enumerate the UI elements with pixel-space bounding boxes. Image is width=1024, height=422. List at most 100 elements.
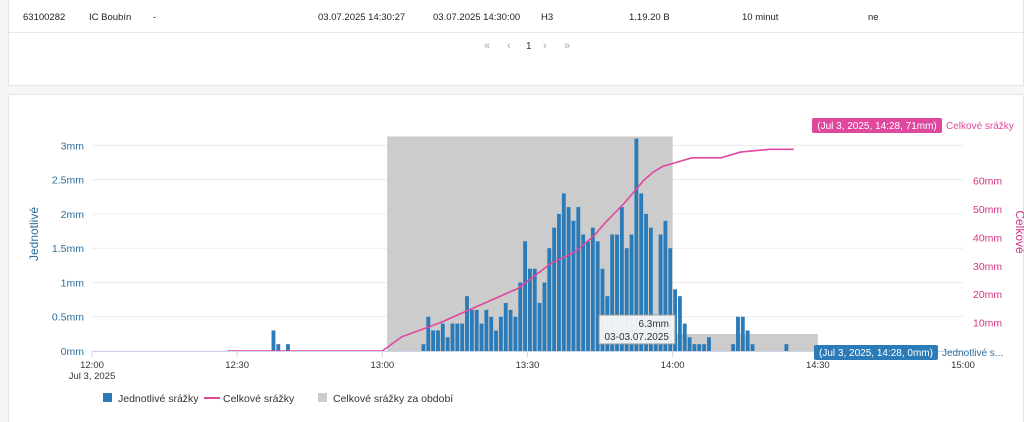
precipitation-bar [702, 344, 707, 351]
line-series-name: Celkové srážky [946, 121, 1014, 132]
left-tick-label: 2.5mm [52, 175, 84, 187]
line-end-badge-text: (Jul 3, 2025, 14:28, 71mm) [817, 121, 937, 132]
precipitation-bar [639, 193, 644, 351]
precipitation-bar [750, 344, 755, 351]
table-row[interactable]: 63100282 IC Boubín - 03.07.2025 14:30:27… [9, 0, 1024, 33]
precipitation-bar [629, 234, 634, 351]
precipitation-bar [276, 344, 281, 351]
legend-item[interactable]: Celkové srážky [223, 393, 295, 405]
precipitation-bar [547, 248, 552, 351]
precipitation-bar [595, 241, 600, 351]
precipitation-bar [644, 213, 648, 351]
right-tick-label: 60mm [973, 176, 1002, 188]
x-tick-label: 12:30 [225, 360, 249, 371]
bar-tooltip-date: 03-03.07.2025 [604, 332, 669, 343]
precipitation-bar [624, 248, 629, 351]
x-tick-label: 13:30 [516, 360, 540, 371]
precipitation-bar [460, 323, 465, 351]
precipitation-bar [271, 330, 276, 351]
precipitation-bar [736, 316, 740, 351]
legend-swatch [103, 393, 112, 402]
precipitation-bar [740, 316, 745, 351]
precipitation-bar [731, 344, 736, 351]
precipitation-bar [431, 330, 436, 351]
precipitation-bar [532, 268, 537, 351]
precipitation-bar [566, 207, 571, 351]
precipitation-bar [576, 207, 581, 351]
precipitation-bar [440, 323, 445, 351]
cumulative-line [227, 148, 794, 352]
precipitation-bar [634, 138, 639, 351]
bar-series-name: Jednotlivé s... [942, 348, 1003, 359]
legend-item[interactable]: Jednotlivé srážky [118, 393, 199, 405]
precipitation-bar [687, 337, 692, 351]
precipitation-bar [552, 227, 557, 351]
x-tick-label: 15:00 [951, 360, 975, 371]
right-axis-title: Celkové [1013, 210, 1024, 254]
first-page-button[interactable]: « [484, 40, 491, 52]
precipitation-bar [450, 323, 455, 351]
precipitation-bar [561, 193, 566, 351]
left-tick-label: 1mm [61, 277, 85, 289]
precipitation-bar [692, 344, 697, 351]
precipitation-bar [286, 344, 290, 351]
precipitation-bar [445, 337, 450, 351]
right-tick-label: 30mm [973, 261, 1002, 273]
flag-cell: ne [868, 12, 879, 23]
last-page-button[interactable]: » [564, 40, 571, 52]
results-table-panel: 63100282 IC Boubín - 03.07.2025 14:30:27… [8, 0, 1024, 86]
station-name: IC Boubín [89, 12, 132, 23]
bar-end-badge-text: (Jul 3, 2025, 14:28, 0mm) [819, 348, 933, 359]
precipitation-bar [682, 323, 687, 351]
left-tick-label: 3mm [61, 140, 85, 152]
code-cell: H3 [541, 12, 554, 23]
next-page-button[interactable]: › [543, 40, 547, 52]
precipitation-bar [697, 344, 702, 351]
precipitation-bar [484, 309, 489, 351]
prev-page-button[interactable]: ‹ [507, 40, 511, 52]
left-tick-label: 0.5mm [52, 312, 84, 324]
time-to: 03.07.2025 14:30:00 [433, 12, 521, 23]
x-date-label: Jul 3, 2025 [69, 371, 115, 382]
right-tick-label: 40mm [973, 232, 1002, 244]
bar-end-badge [814, 345, 938, 360]
precipitation-bar [557, 213, 561, 351]
precipitation-bar [619, 207, 624, 351]
precipitation-bar [426, 316, 431, 351]
legend-item[interactable]: Celkové srážky za období [333, 393, 453, 405]
precipitation-bar [571, 220, 576, 351]
precipitation-bar [542, 282, 547, 351]
precipitation-bar [474, 309, 479, 351]
precipitation-bar [590, 227, 595, 351]
precipitation-bar [498, 316, 503, 351]
precipitation-bar [469, 309, 474, 351]
precipitation-bar [455, 323, 460, 351]
precipitation-bar [663, 220, 668, 351]
x-tick-label: 14:30 [806, 360, 830, 371]
precipitation-bar [600, 268, 605, 351]
precipitation-bar [479, 323, 484, 351]
precipitation-bar [537, 303, 542, 351]
precipitation-bar [508, 309, 513, 351]
precipitation-bar [503, 303, 508, 351]
precipitation-bar [528, 268, 532, 351]
precipitation-bar [465, 296, 469, 351]
current-page[interactable]: 1 [526, 41, 532, 52]
empty-cell: - [153, 12, 157, 23]
precipitation-bar [648, 227, 653, 351]
precipitation-bar [518, 282, 523, 351]
line-end-badge [812, 118, 942, 133]
precipitation-bar [523, 241, 527, 351]
precipitation-bar [658, 234, 663, 351]
version-cell: 1.19.20 B [629, 12, 670, 23]
right-tick-label: 10mm [973, 318, 1002, 330]
left-tick-label: 0mm [61, 346, 85, 358]
legend-swatch [318, 393, 327, 402]
precipitation-bar [494, 330, 498, 351]
interval-cell: 10 minut [742, 12, 779, 23]
precipitation-bar [610, 234, 615, 351]
x-tick-label: 14:00 [661, 360, 685, 371]
station-id: 63100282 [23, 12, 66, 23]
precipitation-bar [668, 248, 673, 351]
precipitation-bar [513, 316, 518, 351]
